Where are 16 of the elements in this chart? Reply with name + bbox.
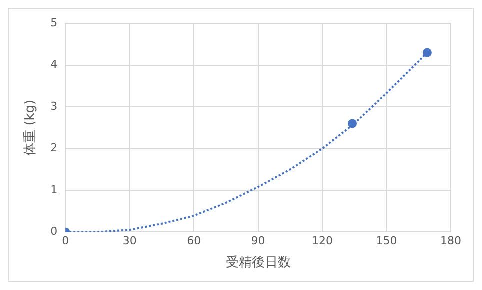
- x-tick-label: 120: [312, 234, 334, 248]
- x-tick-label: 90: [251, 234, 266, 248]
- x-tick-label: 0: [62, 234, 70, 248]
- x-tick-label: 60: [187, 234, 202, 248]
- x-axis-title: 受精後日数: [226, 256, 291, 271]
- x-tick-label: 150: [376, 234, 398, 248]
- y-tick-label: 2: [50, 142, 58, 155]
- y-tick-label: 3: [50, 100, 58, 113]
- y-tick-label: 0: [50, 225, 58, 238]
- y-tick-label: 5: [50, 16, 58, 30]
- x-tick-label: 30: [122, 234, 137, 248]
- x-tick-label: 180: [440, 234, 462, 248]
- y-tick-label: 1: [50, 183, 58, 196]
- y-tick-label: 4: [50, 58, 58, 72]
- point: [422, 48, 432, 58]
- y-axis-title: 体重 (kg): [23, 100, 38, 156]
